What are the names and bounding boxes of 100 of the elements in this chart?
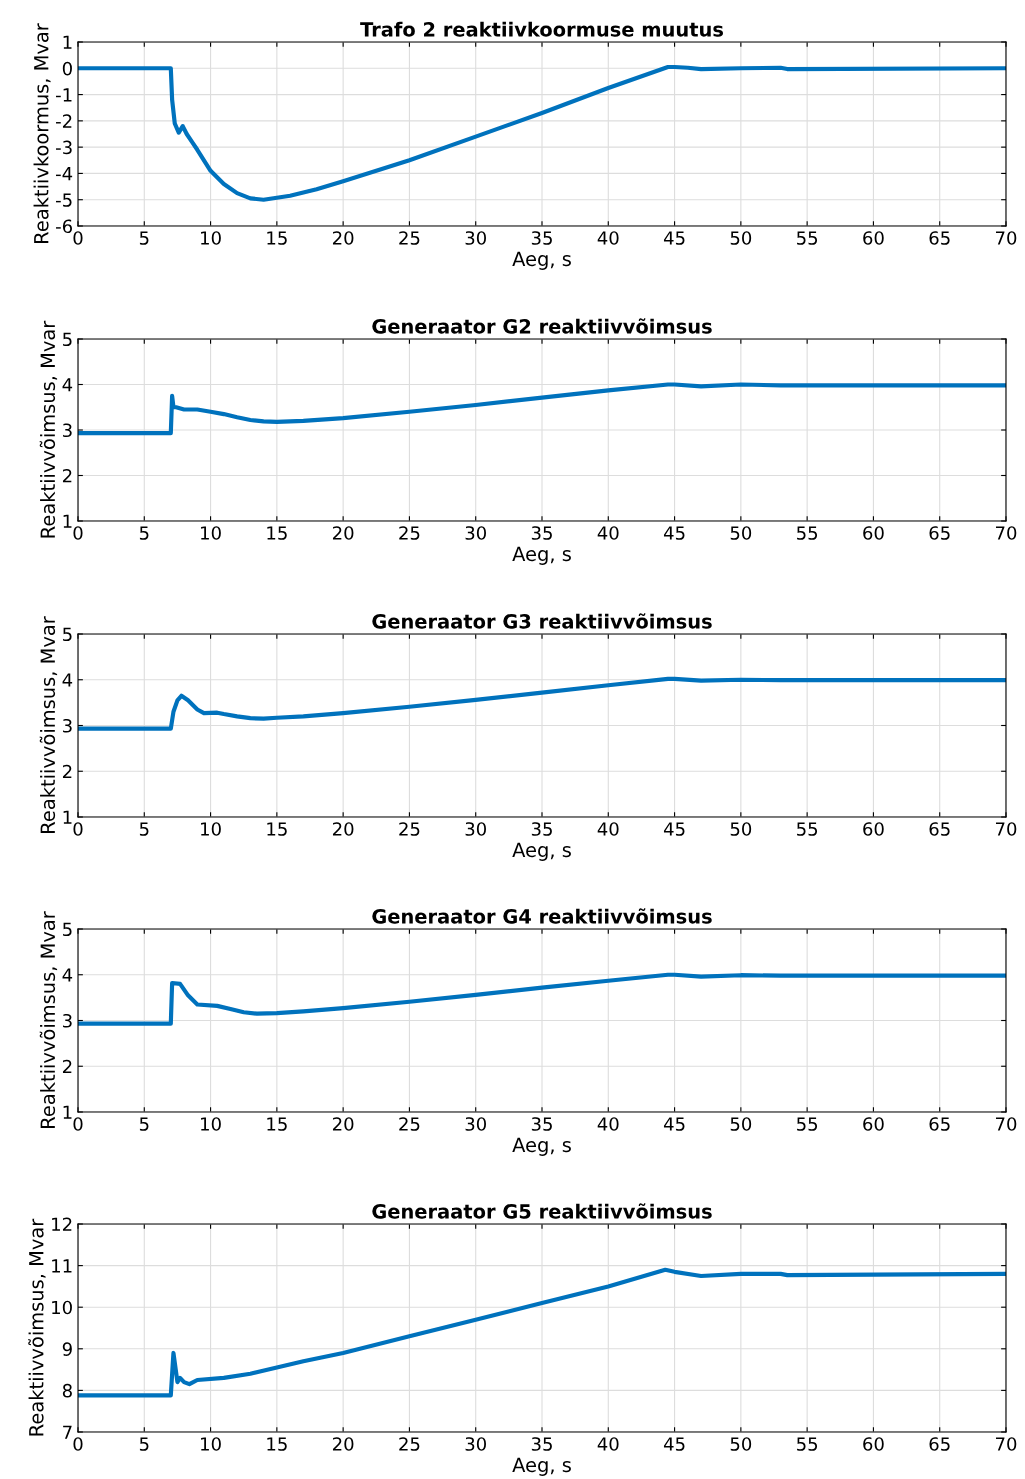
x-tick-label: 70 [995, 1117, 1017, 1131]
y-tick-label: 11 [52, 1259, 72, 1273]
x-tick-label: 55 [797, 1117, 818, 1131]
x-tick-label: 45 [663, 822, 685, 836]
y-tick-label: 12 [52, 1217, 72, 1231]
x-tick-label: 70 [995, 1437, 1017, 1451]
x-tick-label: 45 [663, 1117, 685, 1131]
x-tick-label: 70 [995, 231, 1017, 245]
x-tick-label: 65 [929, 231, 950, 245]
y-tick-label: 1 [63, 35, 72, 49]
x-tick-label: 15 [267, 1437, 287, 1451]
x-tick-label: 60 [863, 231, 884, 245]
y-tick-label: 7 [63, 1425, 72, 1439]
x-tick-label: 15 [267, 822, 287, 836]
x-tick-label: 70 [995, 822, 1017, 836]
x-tick-label: 35 [531, 822, 552, 836]
y-axis-title: Reaktiivvõimsus, Mvar [28, 1218, 46, 1436]
y-tick-label: 3 [63, 423, 72, 438]
y-tick-label: 1 [63, 810, 72, 824]
x-tick-label: 55 [797, 822, 818, 836]
x-tick-label: 50 [730, 526, 752, 540]
y-tick-label: 4 [62, 378, 73, 392]
x-tick-label: 40 [597, 822, 619, 836]
x-tick-label: 60 [863, 1437, 884, 1451]
y-tick-label: 2 [62, 764, 72, 779]
x-tick-label: 50 [730, 231, 752, 245]
y-axis-title: Reaktiivvõimsus, Mvar [39, 320, 58, 538]
x-tick-label: 45 [663, 1437, 685, 1451]
y-tick-label: 2 [62, 1059, 72, 1074]
x-tick-label: 0 [73, 822, 83, 836]
x-tick-label: 0 [73, 231, 83, 245]
y-tick-label: -5 [56, 193, 72, 207]
line-series [78, 1267, 1006, 1398]
x-axis-title: Aeg, s [512, 251, 571, 270]
y-axis-title: Reaktiivkoormus, Mvar [33, 23, 51, 243]
x-tick-label: 5 [139, 1437, 149, 1451]
x-tick-label: 10 [201, 231, 221, 245]
x-tick-label: 30 [465, 1437, 486, 1451]
x-tick-label: 15 [267, 526, 287, 540]
y-tick-label: 1 [63, 1105, 72, 1119]
y-tick-label: 4 [62, 968, 73, 982]
x-tick-label: 30 [465, 822, 486, 836]
x-tick-label: 65 [929, 1437, 950, 1451]
y-tick-label: -1 [56, 88, 72, 102]
x-tick-label: 40 [597, 231, 619, 245]
x-tick-label: 10 [201, 526, 221, 540]
x-tick-label: 35 [531, 526, 552, 540]
y-tick-label: 4 [62, 673, 73, 687]
x-tick-label: 35 [531, 1117, 552, 1131]
y-tick-label: 3 [63, 718, 72, 733]
x-tick-label: 45 [663, 231, 685, 245]
x-tick-label: 30 [465, 231, 486, 245]
x-axis-title: Aeg, s [512, 1457, 571, 1476]
x-tick-label: 15 [267, 231, 287, 245]
chart-title: Generaator G2 reaktiivvõimsus [372, 318, 712, 334]
y-tick-label: -4 [56, 167, 73, 181]
x-tick-label: 20 [332, 1437, 354, 1451]
x-tick-label: 20 [332, 526, 354, 540]
y-tick-label: -6 [56, 219, 72, 234]
chart-title: Generaator G3 reaktiivvõimsus [372, 613, 712, 629]
x-tick-label: 40 [597, 1117, 619, 1131]
x-tick-label: 0 [73, 1437, 83, 1451]
chart-title: Trafo 2 reaktiivkoormuse muutus [360, 21, 724, 37]
y-tick-label: 2 [62, 468, 72, 483]
x-axis-title: Aeg, s [512, 546, 571, 565]
x-tick-label: 55 [797, 1437, 818, 1451]
x-tick-label: 5 [139, 231, 149, 245]
x-tick-label: 35 [531, 1437, 552, 1451]
x-tick-label: 50 [730, 1117, 752, 1131]
x-tick-label: 40 [597, 1437, 619, 1451]
y-axis-title: Reaktiivvõimsus, Mvar [39, 616, 58, 833]
x-tick-label: 25 [399, 822, 420, 836]
x-tick-label: 0 [73, 1117, 83, 1131]
x-tick-label: 25 [399, 526, 420, 540]
x-tick-label: 15 [267, 1117, 287, 1131]
chart-title: Generaator G4 reaktiivvõimsus [372, 908, 712, 924]
y-tick-label: 8 [62, 1383, 72, 1398]
x-tick-label: 45 [663, 526, 685, 540]
x-tick-label: 60 [863, 1117, 884, 1131]
x-tick-label: 50 [730, 1437, 752, 1451]
x-tick-label: 60 [863, 526, 884, 540]
x-tick-label: 20 [332, 1117, 354, 1131]
x-axis-title: Aeg, s [512, 842, 571, 861]
x-tick-label: 60 [863, 822, 884, 836]
y-tick-label: 10 [52, 1300, 72, 1315]
x-tick-label: 25 [399, 1117, 420, 1131]
y-axis-title: Reaktiivvõimsus, Mvar [39, 911, 58, 1128]
y-tick-label: 5 [63, 627, 72, 642]
line-series [78, 972, 1006, 1026]
line-series [78, 382, 1006, 436]
x-tick-label: 20 [332, 822, 354, 836]
y-tick-label: 5 [63, 332, 72, 347]
x-tick-label: 55 [797, 231, 818, 245]
y-tick-label: 5 [63, 922, 72, 937]
line-series [78, 64, 1006, 202]
x-tick-label: 65 [929, 1117, 950, 1131]
x-tick-label: 65 [929, 822, 950, 836]
x-tick-label: 0 [73, 526, 83, 540]
x-tick-label: 30 [465, 526, 486, 540]
x-tick-label: 10 [201, 1117, 221, 1131]
